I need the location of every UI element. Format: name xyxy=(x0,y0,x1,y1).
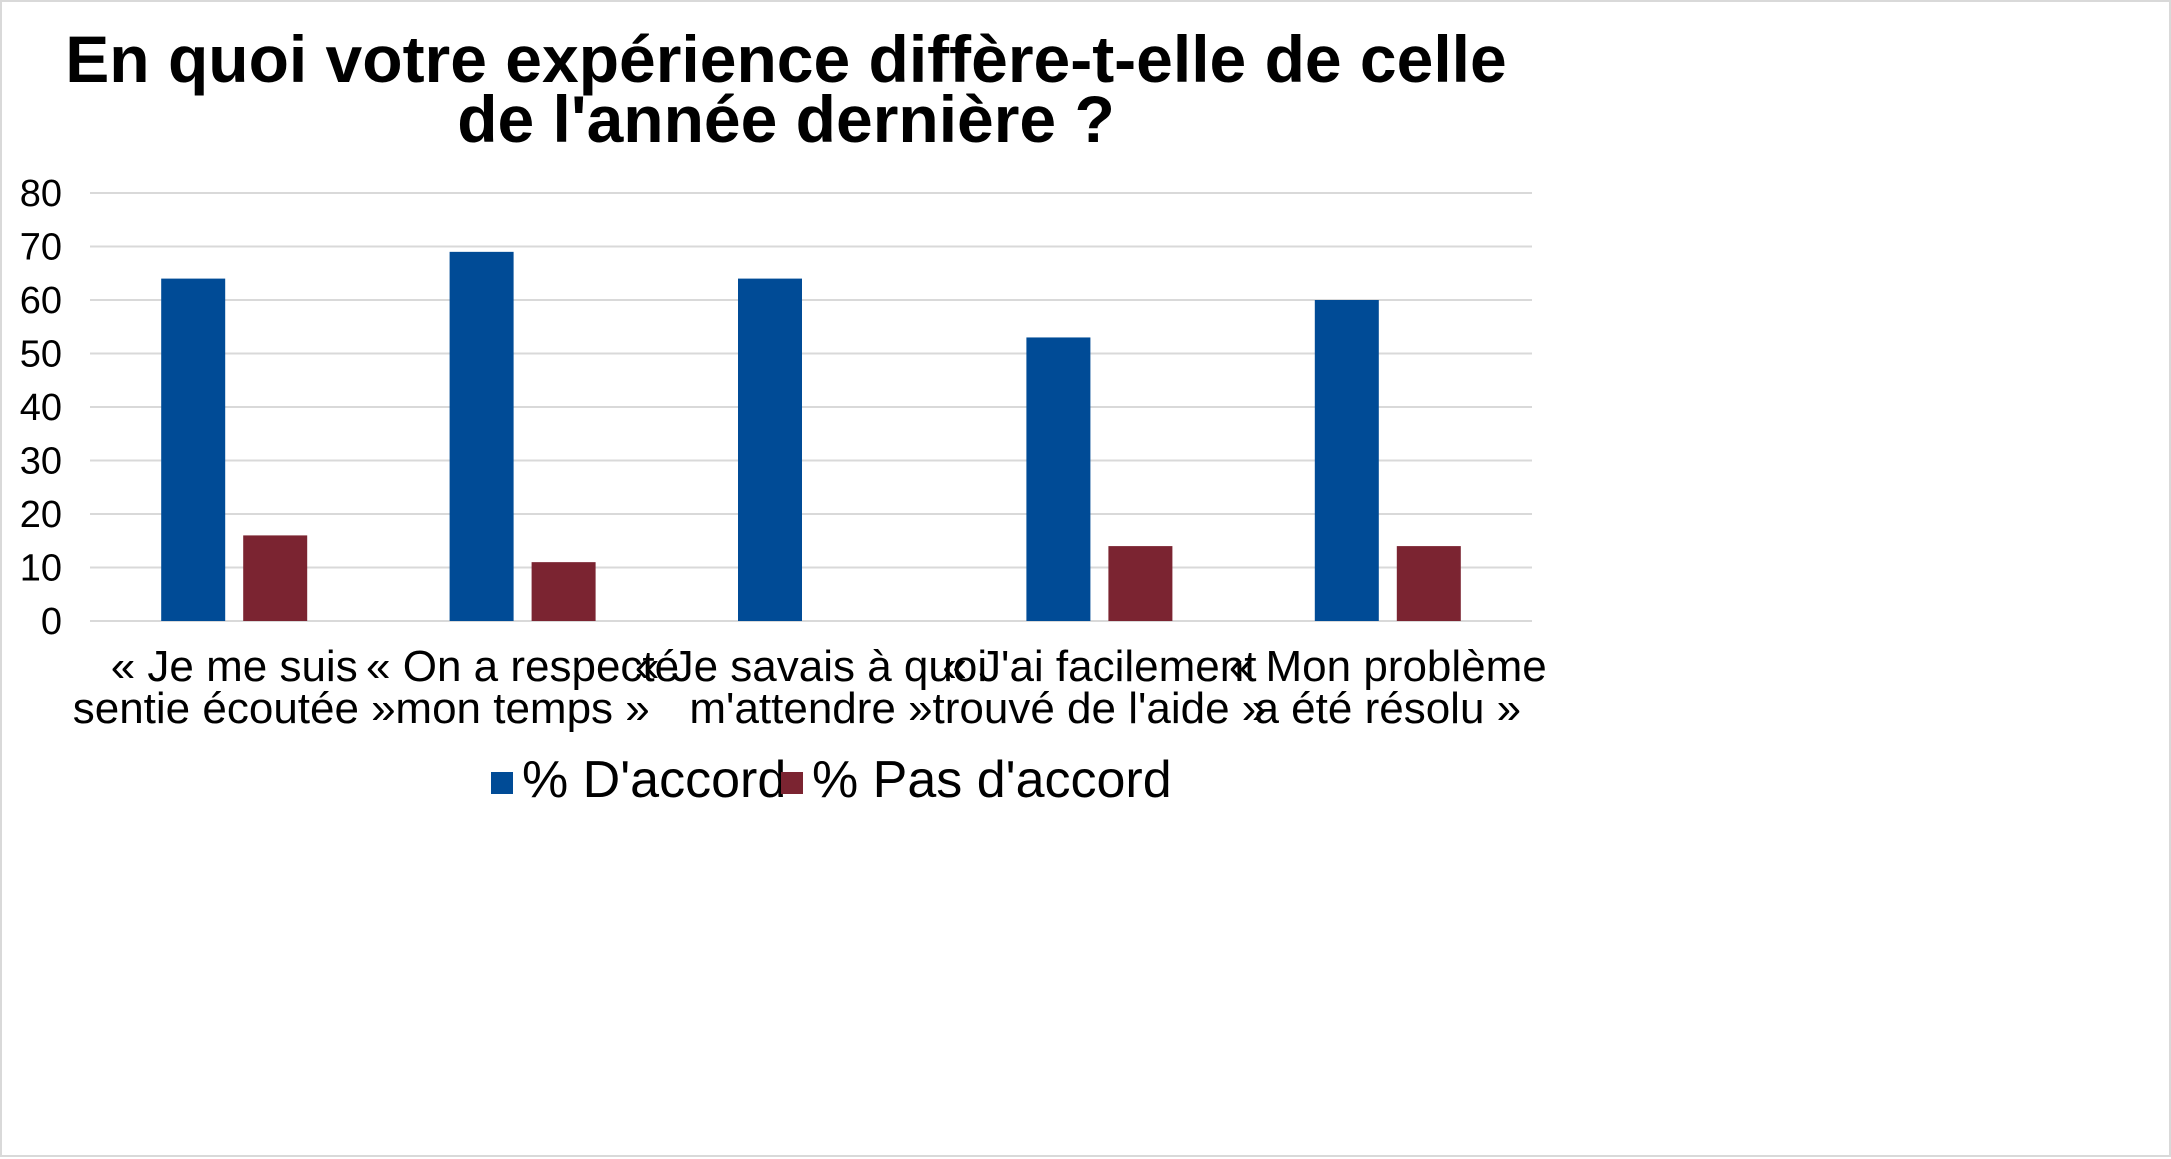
x-tick-label: « Je savais à quoi xyxy=(635,642,987,691)
x-tick-label: « Je me suis xyxy=(111,642,358,691)
y-tick-label: 60 xyxy=(20,280,62,322)
bar-disagree xyxy=(243,535,308,621)
bars xyxy=(161,251,1461,621)
chart-title: En quoi votre expérience diffère-t-elle … xyxy=(65,22,1506,156)
y-tick-label: 10 xyxy=(20,548,62,590)
y-tick-label: 50 xyxy=(20,334,62,376)
bar-agree xyxy=(161,278,226,621)
bar-disagree xyxy=(531,562,596,621)
x-tick-label: m'attendre » xyxy=(689,684,932,733)
bar-agree xyxy=(449,251,514,621)
bar-agree xyxy=(1026,337,1091,621)
x-tick-label: a été résolu » xyxy=(1254,684,1521,733)
y-axis-ticks: 0 10 20 30 40 50 60 70 80 xyxy=(20,173,62,643)
chart-title-line: de l'année dernière ? xyxy=(457,82,1115,156)
y-tick-label: 30 xyxy=(20,441,62,483)
legend-swatch xyxy=(491,772,513,794)
bar-disagree xyxy=(1396,546,1461,621)
y-tick-label: 80 xyxy=(20,173,62,215)
y-tick-label: 20 xyxy=(20,494,62,536)
x-tick-label: « On a respecté xyxy=(366,642,679,691)
legend-swatch xyxy=(781,772,803,794)
y-tick-label: 70 xyxy=(20,227,62,269)
bar-agree xyxy=(738,278,802,621)
bar-agree xyxy=(1314,300,1379,621)
gridlines xyxy=(90,192,1532,622)
legend: % D'accord % Pas d'accord xyxy=(491,751,1172,809)
x-tick-label: « J'ai facilement xyxy=(942,642,1256,691)
chart-title-line: En quoi votre expérience diffère-t-elle … xyxy=(65,22,1506,96)
x-tick-label: trouvé de l'aide » xyxy=(933,684,1267,733)
x-tick-label: mon temps » xyxy=(395,684,649,733)
legend-label: % D'accord xyxy=(522,751,786,809)
x-tick-label: « Mon problème xyxy=(1229,642,1547,691)
y-tick-label: 40 xyxy=(20,387,62,429)
y-tick-label: 0 xyxy=(41,601,62,643)
legend-label: % Pas d'accord xyxy=(812,751,1172,809)
x-tick-label: sentie écoutée » xyxy=(73,684,396,733)
bar-disagree xyxy=(1108,546,1173,621)
